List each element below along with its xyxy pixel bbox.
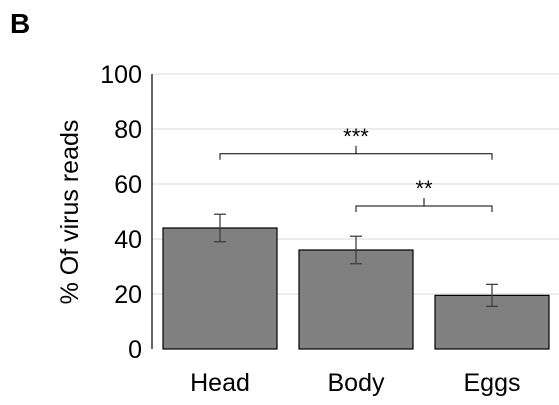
y-tick-label: 20: [114, 281, 142, 309]
bar: [162, 227, 278, 350]
y-tick-label: 60: [114, 171, 142, 199]
error-bar: [350, 235, 362, 265]
y-tick-label: 80: [114, 116, 142, 144]
y-tick-labels: 0 20 40 60 80 100: [100, 61, 142, 364]
y-tick-label: 40: [114, 226, 142, 254]
y-axis-label: % Of virus reads: [56, 120, 84, 305]
error-bar: [214, 213, 226, 243]
significance-bracket: ***: [219, 124, 493, 160]
significance-label: **: [415, 176, 433, 201]
x-tick-labels: Head Body Eggs: [190, 369, 520, 397]
x-tick-label: Body: [328, 369, 385, 397]
x-tick-label: Eggs: [464, 369, 521, 397]
bar: [298, 249, 414, 350]
y-tick-label: 0: [128, 336, 142, 364]
panel-label: B: [10, 8, 30, 39]
error-bars: [214, 213, 498, 308]
x-tick-label: Head: [190, 369, 250, 397]
significance-label: ***: [343, 124, 369, 149]
error-bar: [486, 283, 498, 308]
significance-bracket: **: [355, 176, 493, 212]
significance-brackets: *****: [219, 124, 493, 212]
bars: [162, 227, 550, 350]
y-tick-label: 100: [100, 61, 142, 89]
